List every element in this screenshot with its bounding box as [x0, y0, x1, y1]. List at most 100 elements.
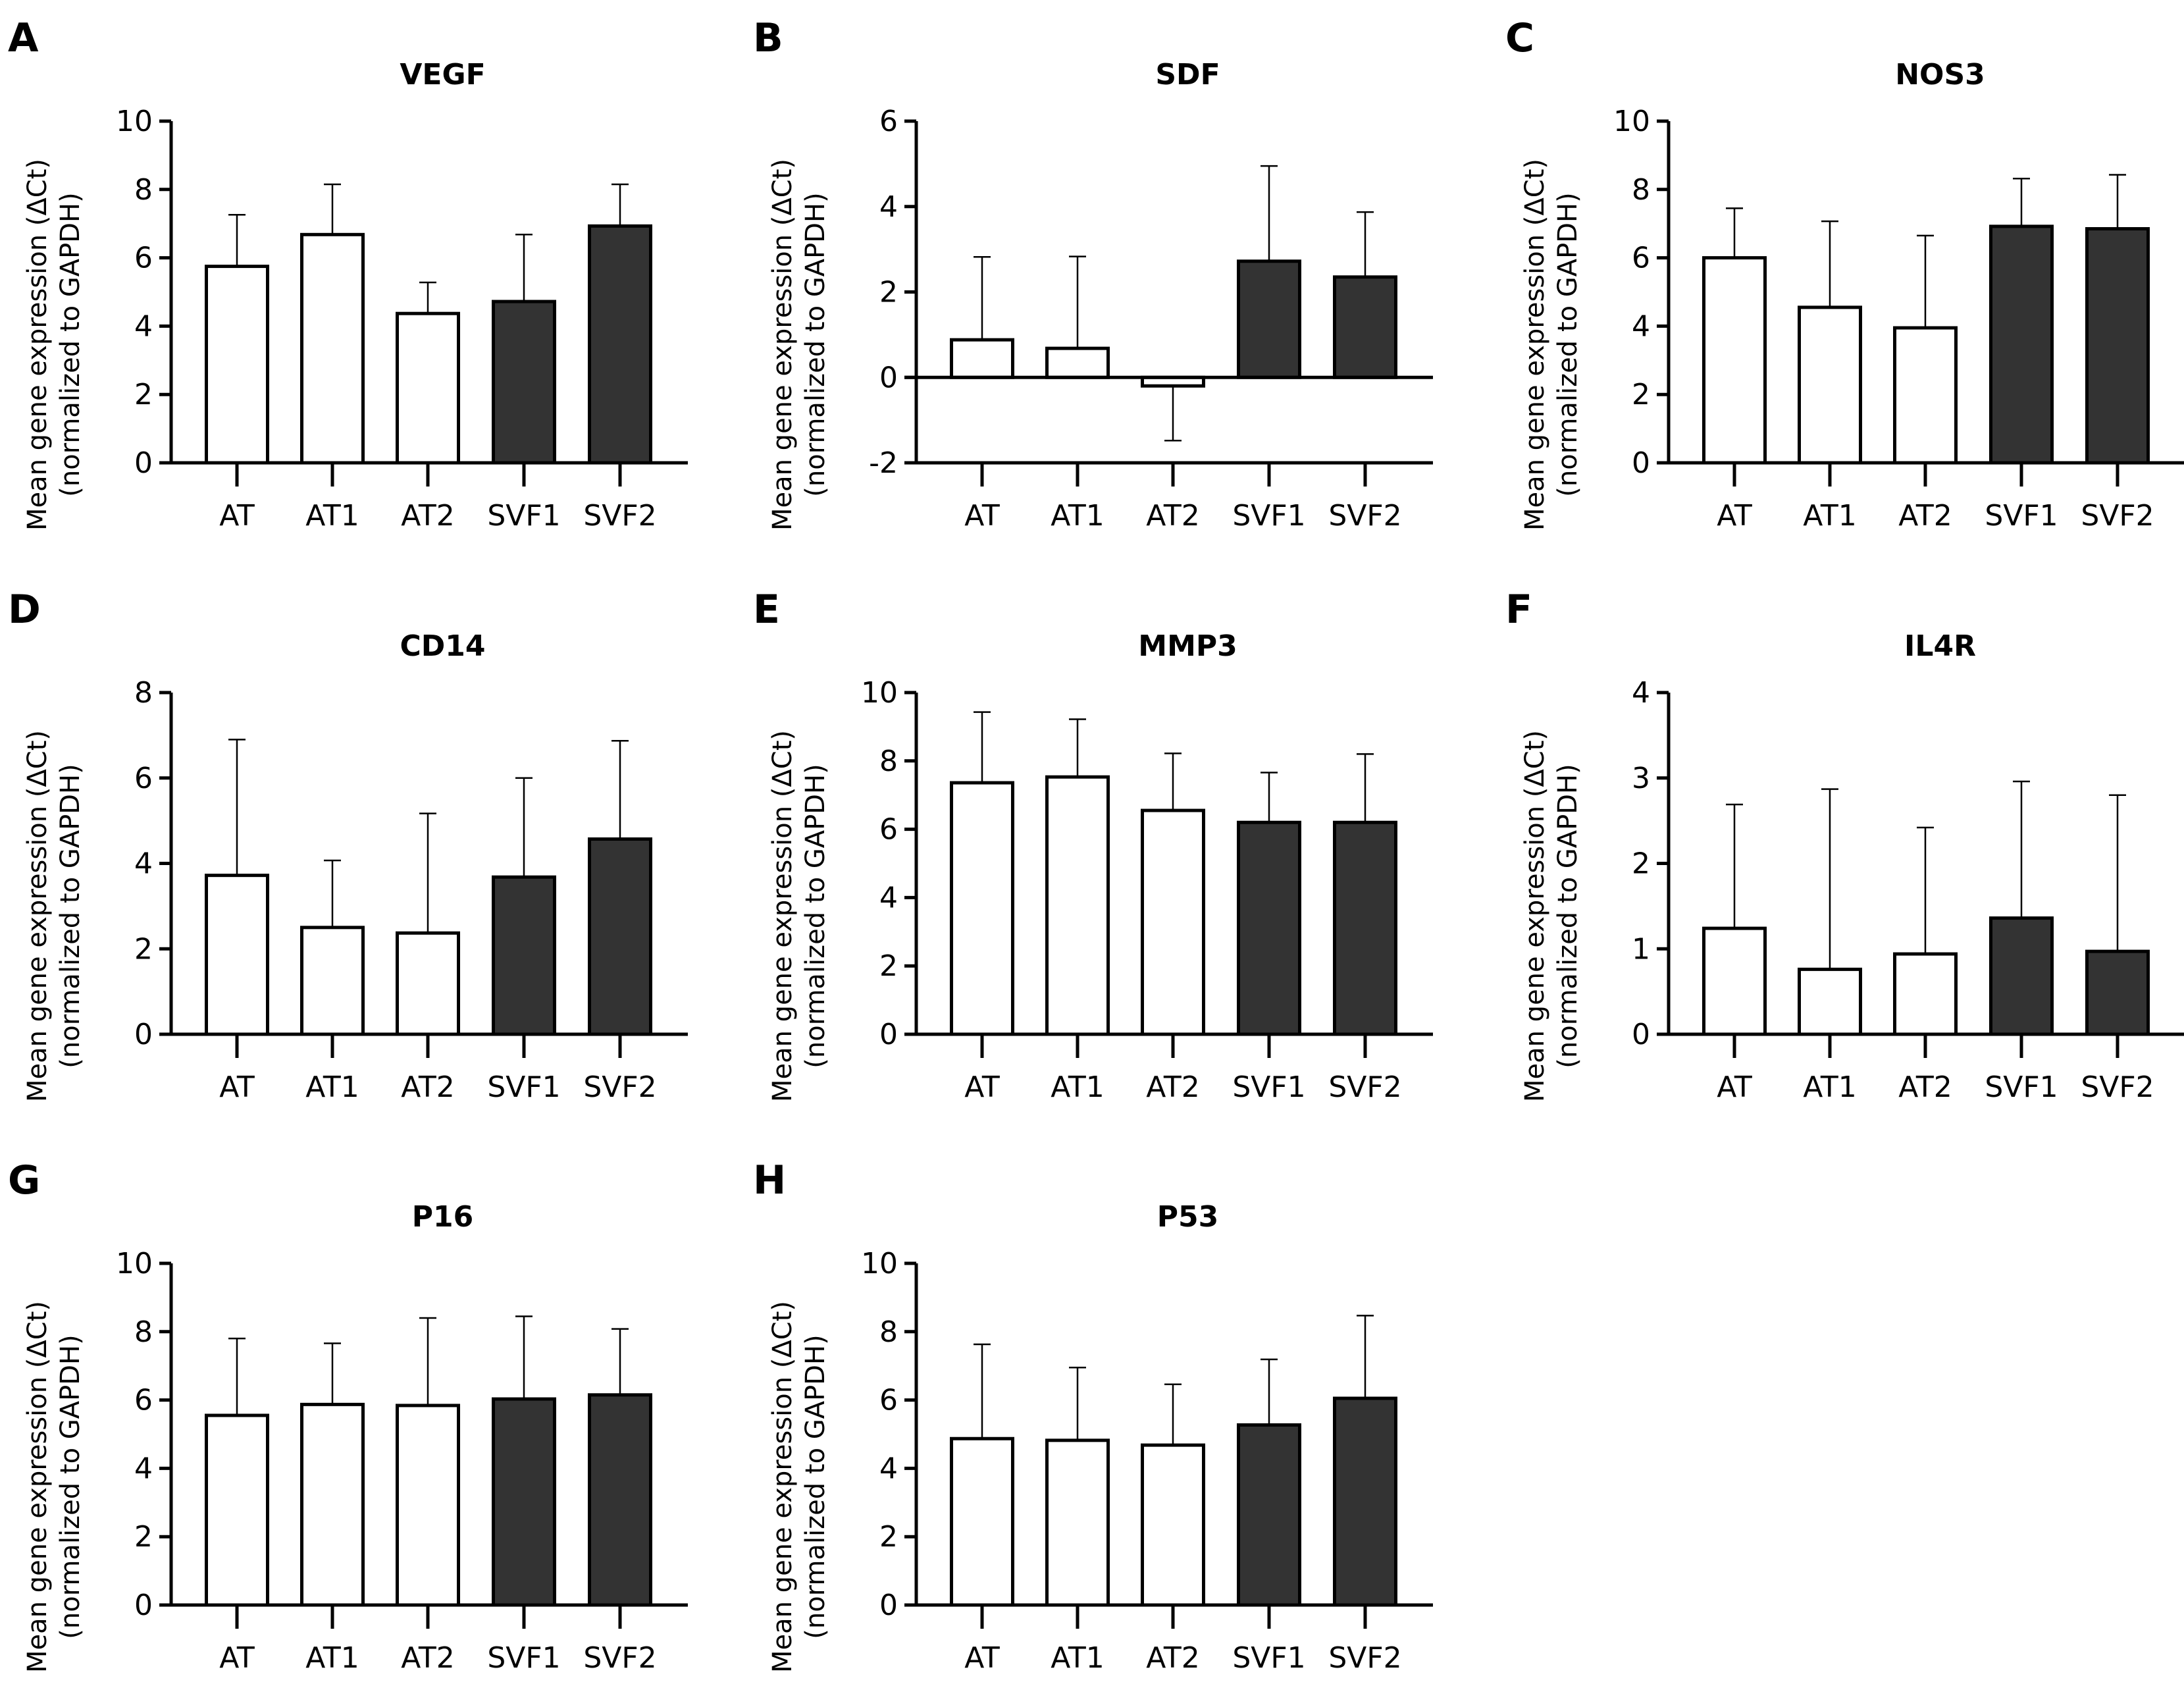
- y-axis-title-line1: Mean gene expression (ΔCt): [767, 159, 798, 531]
- y-tick-label: 6: [1632, 242, 1650, 275]
- panel-g: G P16 Mean gene expression (ΔCt) (normalize…: [8, 1157, 688, 1675]
- x-tick-label: SVF2: [583, 1070, 656, 1104]
- y-tick-label: 3: [1632, 762, 1650, 795]
- y-tick-label: 6: [879, 1384, 898, 1417]
- y-tick-label: 0: [879, 361, 898, 394]
- x-tick-label: SVF1: [1985, 499, 2058, 533]
- y-tick-label: 2: [134, 932, 153, 966]
- bar-svf1: [492, 875, 556, 1036]
- bar-at2: [396, 1404, 460, 1607]
- x-tick-label: AT: [964, 499, 1000, 533]
- bar-svf2: [1333, 275, 1397, 379]
- bar-at2: [1893, 952, 1958, 1036]
- panel-letter: A: [8, 15, 39, 61]
- x-tick-label: AT2: [401, 499, 455, 533]
- y-axis-title-line1: Mean gene expression (ΔCt): [22, 730, 53, 1102]
- y-tick-label: 4: [1632, 309, 1650, 343]
- x-tick-label: SVF1: [487, 1070, 560, 1104]
- bar-at2: [1893, 326, 1958, 465]
- y-axis-title-line1: Mean gene expression (ΔCt): [1520, 730, 1550, 1102]
- panel-h: H P53 Mean gene expression (ΔCt) (normalize…: [753, 1157, 1433, 1675]
- y-tick-label: 4: [134, 309, 153, 343]
- x-tick-label: AT: [1717, 499, 1752, 533]
- x-tick-label: SVF2: [583, 499, 656, 533]
- y-tick-label: 0: [134, 1589, 153, 1622]
- bar-at1: [1045, 1438, 1110, 1607]
- bar-svf2: [2085, 226, 2150, 465]
- bar-at2: [1141, 808, 1205, 1036]
- y-tick-label: 8: [879, 745, 898, 778]
- x-tick-label: AT: [964, 1070, 1000, 1104]
- y-tick-label: 0: [134, 1018, 153, 1051]
- y-axis-title-line2: (normalized to GAPDH): [800, 192, 831, 496]
- chart-title: P16: [412, 1200, 473, 1234]
- panel-letter: D: [8, 587, 41, 633]
- y-axis-title-line1: Mean gene expression (ΔCt): [767, 1301, 798, 1673]
- panel-letter: H: [753, 1157, 786, 1203]
- y-tick-label: 8: [134, 676, 153, 710]
- bar-at1: [1045, 346, 1110, 379]
- y-tick-label: 2: [879, 1520, 898, 1554]
- x-tick-label: SVF2: [583, 1641, 656, 1675]
- bar-at2: [396, 931, 460, 1036]
- panel-letter: B: [753, 15, 783, 61]
- bar-at1: [300, 1402, 365, 1607]
- x-tick-label: SVF1: [1232, 1070, 1305, 1104]
- x-tick-label: SVF2: [2081, 499, 2154, 533]
- bar-svf2: [2085, 949, 2150, 1036]
- y-axis-title-line2: (normalized to GAPDH): [55, 192, 86, 496]
- x-tick-label: SVF2: [1328, 1641, 1401, 1675]
- y-tick-label: 4: [134, 1452, 153, 1485]
- y-axis-title-line1: Mean gene expression (ΔCt): [22, 159, 53, 531]
- y-tick-label: 0: [1632, 446, 1650, 480]
- y-tick-label: 2: [1632, 378, 1650, 411]
- y-tick-label: 6: [134, 242, 153, 275]
- bar-svf2: [1333, 820, 1397, 1036]
- y-tick-label: 0: [879, 1018, 898, 1051]
- chart-title: MMP3: [1138, 629, 1237, 663]
- y-axis-title-line1: Mean gene expression (ΔCt): [767, 730, 798, 1102]
- x-tick-label: AT: [219, 499, 255, 533]
- x-tick-label: SVF2: [1328, 499, 1401, 533]
- panel-letter: G: [8, 1157, 40, 1203]
- x-tick-label: AT2: [1898, 1070, 1952, 1104]
- x-tick-label: AT1: [1803, 499, 1857, 533]
- bar-at1: [1798, 967, 1862, 1036]
- x-tick-label: AT2: [401, 1641, 455, 1675]
- x-tick-label: AT1: [1803, 1070, 1857, 1104]
- y-tick-label: 1: [1632, 932, 1650, 966]
- bar-svf1: [492, 300, 556, 465]
- bar-at: [1702, 926, 1767, 1036]
- bar-at: [1702, 256, 1767, 465]
- bar-at1: [300, 232, 365, 465]
- y-tick-label: 6: [134, 762, 153, 795]
- bar-svf1: [1237, 820, 1301, 1036]
- y-axis-title: Mean gene expression (ΔCt) (normalized to…: [22, 1301, 86, 1673]
- y-axis-title-line1: Mean gene expression (ΔCt): [1520, 159, 1550, 531]
- panel-d: D CD14 Mean gene expression (ΔCt) (normaliz…: [8, 587, 688, 1104]
- chart-title: SDF: [1155, 58, 1220, 92]
- panel-a: A VEGF Mean gene expression (ΔCt) (normaliz…: [8, 15, 688, 533]
- y-axis-title-line2: (normalized to GAPDH): [55, 764, 86, 1068]
- panel-letter: C: [1505, 15, 1534, 61]
- bar-at: [205, 874, 269, 1036]
- y-axis-title-line2: (normalized to GAPDH): [55, 1334, 86, 1639]
- y-tick-label: 0: [134, 446, 153, 480]
- y-tick-label: 4: [879, 190, 898, 224]
- bar-svf1: [492, 1397, 556, 1607]
- y-tick-label: 6: [879, 105, 898, 138]
- x-tick-label: SVF2: [2081, 1070, 2154, 1104]
- y-tick-label: 4: [879, 881, 898, 914]
- bar-svf1: [1989, 224, 2054, 465]
- y-axis-title: Mean gene expression (ΔCt) (normalized to…: [767, 730, 831, 1102]
- x-tick-label: AT: [219, 1641, 255, 1675]
- bar-at: [950, 781, 1014, 1036]
- chart-title: VEGF: [400, 58, 485, 92]
- y-tick-label: 4: [1632, 676, 1650, 710]
- y-tick-label: 8: [134, 173, 153, 207]
- x-tick-label: AT: [219, 1070, 255, 1104]
- y-tick-label: 10: [116, 1247, 153, 1280]
- x-tick-label: SVF2: [1328, 1070, 1401, 1104]
- x-tick-label: AT1: [1051, 1070, 1105, 1104]
